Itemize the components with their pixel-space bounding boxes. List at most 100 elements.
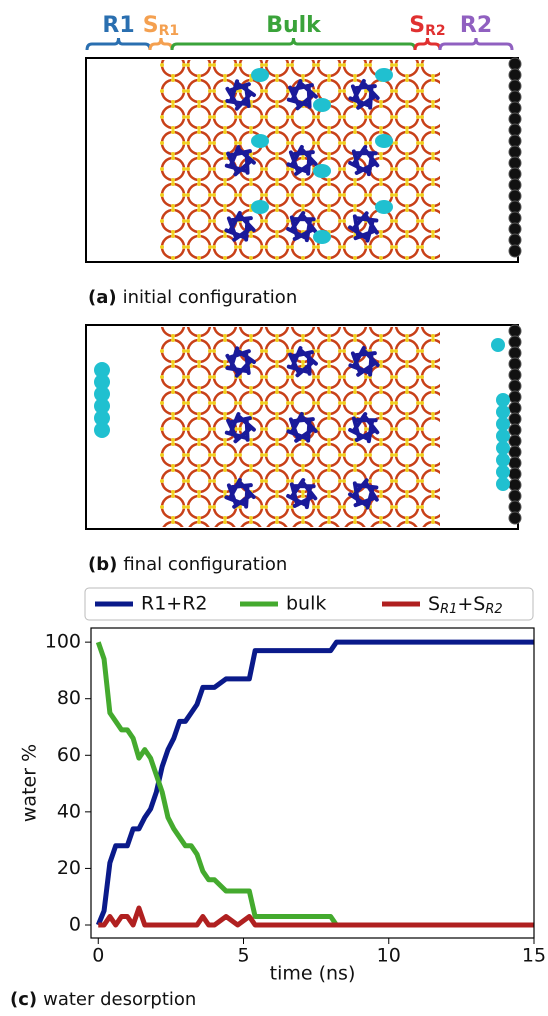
wall-atom [509,179,521,191]
page: {"figure": { "regions": [ {"main": "R1",… [0,0,548,1016]
water-blob [496,393,510,407]
wall-atom [509,512,521,524]
water-cluster [308,420,309,441]
wall-atom [509,413,521,425]
wall-atom [509,336,521,348]
y-tick-label: 60 [57,744,81,766]
water-blob [496,441,510,455]
water-blob [496,477,510,491]
caption-text: final configuration [123,554,287,575]
water-blob [251,200,269,214]
caption: (c)water desorption [10,989,196,1010]
wall-atom [509,234,521,246]
wall-atom [509,402,521,414]
region-label: SR2 [409,13,445,39]
water-blob [375,134,393,148]
caption-label: (a) [88,287,117,308]
wall-atom [509,391,521,403]
water-blob [375,200,393,214]
wall-atom [509,325,521,337]
y-tick-label: 80 [57,687,81,709]
x-tick-label: 10 [377,945,401,967]
wall-atom [509,358,521,370]
brace [440,38,512,50]
brace [150,38,172,50]
y-axis-label: water % [19,744,41,822]
region-main: R1 [102,13,134,38]
water-cluster [370,87,371,108]
legend-text: S [428,593,440,615]
zeolite [160,327,440,527]
water-blob [94,422,110,438]
water-blob [375,68,393,82]
water-blob [251,134,269,148]
wall-atom [509,91,521,103]
wall-atom [509,245,521,257]
region-label: Bulk [266,13,322,38]
caption-label: (b) [88,554,117,575]
x-tick-label: 15 [522,945,546,967]
water-blob [313,230,331,244]
figure: R1SR1BulkSR2R2(a)initial configuration(b… [0,0,548,1016]
caption: (a) initial configuration [88,287,297,308]
legend-label: bulk [286,593,326,615]
wall-atom [509,347,521,359]
water-cluster [370,354,371,375]
series-line [98,642,534,925]
wall-atom [509,168,521,180]
legend-text: +S [457,593,485,615]
legend-sub: R1 [440,602,457,617]
brace [87,38,150,50]
y-tick-label: 0 [69,913,81,935]
wall-atom [509,58,521,70]
brace [172,38,415,50]
wall-atom [509,157,521,169]
y-tick-label: 40 [57,800,81,822]
caption-label: (c) [10,989,37,1010]
region-label: R2 [460,13,492,38]
wall-atom [509,435,521,447]
chart: 020406080100051015time (ns)water %R1+R2b… [19,588,547,985]
wall-atom [509,446,521,458]
water-blob [496,453,510,467]
water-cluster [308,153,309,174]
wall-atom [509,369,521,381]
wall-atom [509,223,521,235]
region-main: S [143,13,159,38]
y-tick-label: 100 [45,631,81,653]
wall-atom [509,80,521,92]
wall-atom [509,201,521,213]
wall-atom [509,490,521,502]
water-cluster [246,486,247,507]
water-blob [496,465,510,479]
water-blob [496,429,510,443]
wall-atom [509,69,521,81]
wall-atom [509,468,521,480]
legend-sub: R2 [485,602,502,617]
wall-atom [509,146,521,158]
wall-atom [509,424,521,436]
water-blob [491,338,505,352]
zeolite [160,60,440,260]
water-blob [496,417,510,431]
water-blob [251,68,269,82]
series-line [98,642,534,925]
water-cluster [246,219,247,240]
wall-atom [509,457,521,469]
water-blob [496,405,510,419]
wall-atom [509,479,521,491]
wall-atom [509,190,521,202]
brace [415,38,440,50]
water-blob [313,98,331,112]
wall-atom [509,135,521,147]
caption-text: initial configuration [123,287,298,308]
region-main: R2 [460,13,492,38]
water-blob [313,164,331,178]
region-sub: R1 [159,23,180,39]
x-tick-label: 5 [237,945,249,967]
x-tick-label: 0 [92,945,104,967]
caption: (b) final configuration [88,554,287,575]
y-tick-label: 20 [57,857,81,879]
legend-label: R1+R2 [141,593,208,615]
